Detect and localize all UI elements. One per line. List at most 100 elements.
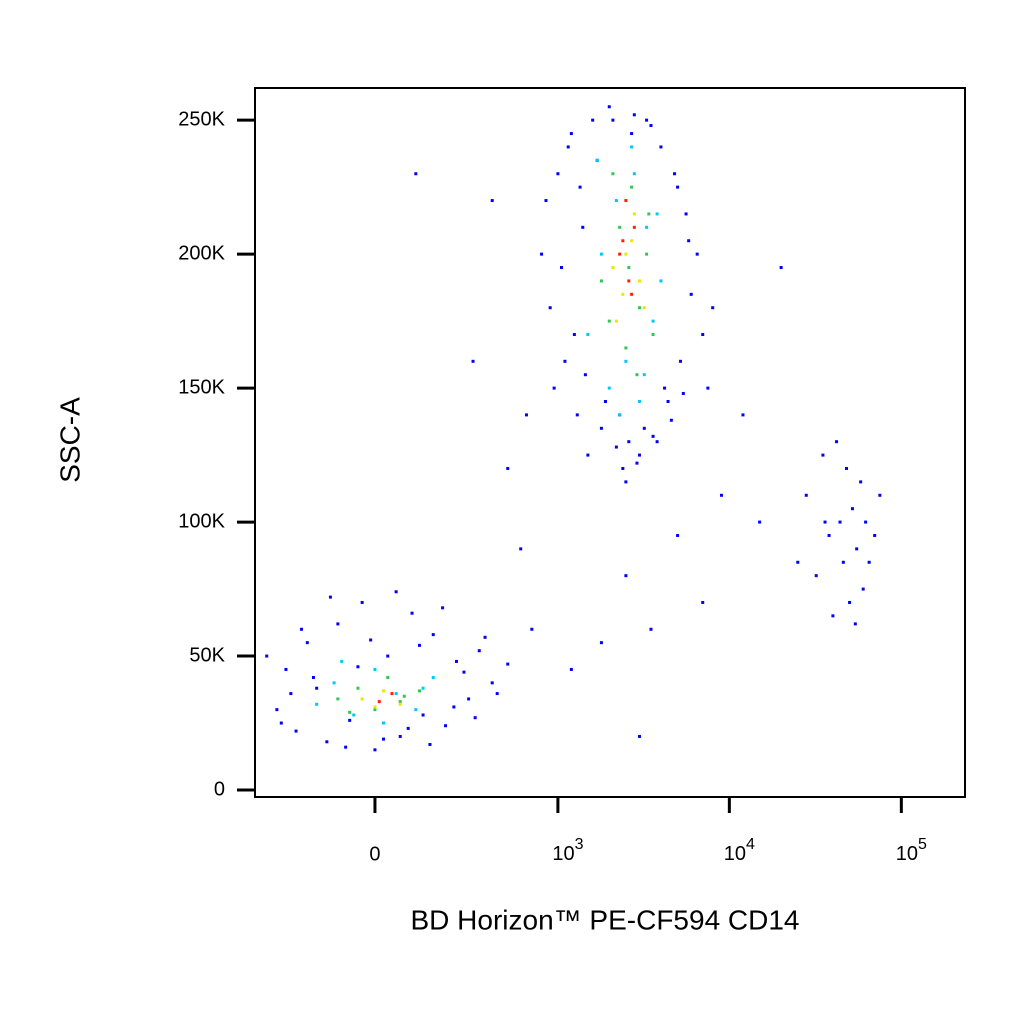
event-dot [524, 413, 528, 417]
event-dot [477, 649, 481, 653]
event-dot [569, 132, 573, 136]
x-tick-label: 0 [369, 843, 380, 865]
event-dot [637, 306, 641, 310]
x-tick-base: 10 [896, 843, 918, 865]
x-tick-base: 10 [552, 843, 574, 865]
event-dot [645, 118, 649, 122]
event-dot [642, 426, 646, 430]
event-dot [386, 654, 390, 658]
x-tick-label: 103 [552, 836, 583, 865]
event-dot [398, 734, 402, 738]
event-dot [850, 507, 854, 511]
event-dot [599, 252, 603, 256]
event-dot [689, 292, 693, 296]
y-tick-label: 50K [189, 644, 225, 666]
event-dot [624, 346, 628, 350]
event-dot [673, 172, 677, 176]
event-dot [284, 667, 288, 671]
event-dot [398, 702, 402, 706]
event-dot [540, 252, 544, 256]
event-dot [315, 686, 319, 690]
event-dot [831, 614, 835, 618]
event-dot [603, 400, 607, 404]
event-dot [373, 667, 377, 671]
event-dot [467, 697, 471, 701]
event-dot [279, 721, 283, 725]
event-dot [471, 359, 475, 363]
event-dot [348, 718, 352, 722]
event-dot [855, 547, 859, 551]
event-dot [642, 373, 646, 377]
event-dot [607, 105, 611, 109]
event-dot [305, 641, 309, 645]
event-dot [332, 681, 336, 685]
event-dot [655, 212, 659, 216]
event-dot [356, 686, 360, 690]
y-axis-title: SSC-A [54, 397, 85, 483]
event-dot [659, 145, 663, 149]
event-dot [659, 279, 663, 283]
event-dot [563, 359, 567, 363]
event-dot [386, 675, 390, 679]
event-dot [630, 239, 634, 243]
event-dot [265, 654, 269, 658]
x-tick-exponent: 3 [575, 836, 584, 853]
event-dot [490, 199, 494, 203]
event-dot [635, 373, 639, 377]
event-dot [611, 172, 615, 176]
event-dot [864, 520, 868, 524]
event-dot [637, 453, 641, 457]
event-dot [624, 480, 628, 484]
event-dot [444, 724, 448, 728]
event-dot [655, 440, 659, 444]
event-dot [344, 745, 348, 749]
event-dot [711, 306, 715, 310]
event-dot [336, 622, 340, 626]
event-dot [618, 225, 622, 229]
event-dot [289, 692, 293, 696]
event-dot [315, 702, 319, 706]
event-dot [618, 252, 622, 256]
event-dot [360, 697, 364, 701]
event-dot [373, 705, 377, 709]
x-axis-title: BD Horizon™ PE-CF594 CD14 [410, 904, 799, 935]
event-dot [406, 726, 410, 730]
event-dot [630, 132, 634, 136]
event-dot [560, 266, 564, 270]
event-dot [632, 172, 636, 176]
event-dot [669, 418, 673, 422]
event-dot [462, 670, 466, 674]
event-dot [624, 574, 628, 578]
event-dot [373, 708, 377, 712]
event-dot [637, 400, 641, 404]
event-dot [635, 461, 639, 465]
event-dot [410, 611, 414, 615]
y-tick-label: 150K [178, 376, 225, 398]
event-dot [630, 292, 634, 296]
event-dot [719, 493, 723, 497]
event-dot [581, 225, 585, 229]
event-dot [519, 547, 523, 551]
event-dot [758, 520, 762, 524]
event-dot [614, 199, 618, 203]
event-dot [666, 400, 670, 404]
y-tick-label: 250K [178, 108, 225, 130]
y-tick-label: 200K [178, 242, 225, 264]
event-dot [695, 252, 699, 256]
event-dot [530, 627, 534, 631]
event-dot [599, 641, 603, 645]
event-dot [506, 466, 510, 470]
event-dot [572, 333, 576, 337]
event-dot [624, 359, 628, 363]
event-dot [431, 633, 435, 637]
event-dot [599, 279, 603, 283]
event-dot [586, 333, 590, 337]
event-dot [649, 124, 653, 128]
event-dot [431, 675, 435, 679]
event-dot [402, 694, 406, 698]
event-dot [676, 533, 680, 537]
event-dot [382, 689, 386, 693]
event-dot [838, 520, 842, 524]
event-dot [506, 662, 510, 666]
event-dot [814, 574, 818, 578]
